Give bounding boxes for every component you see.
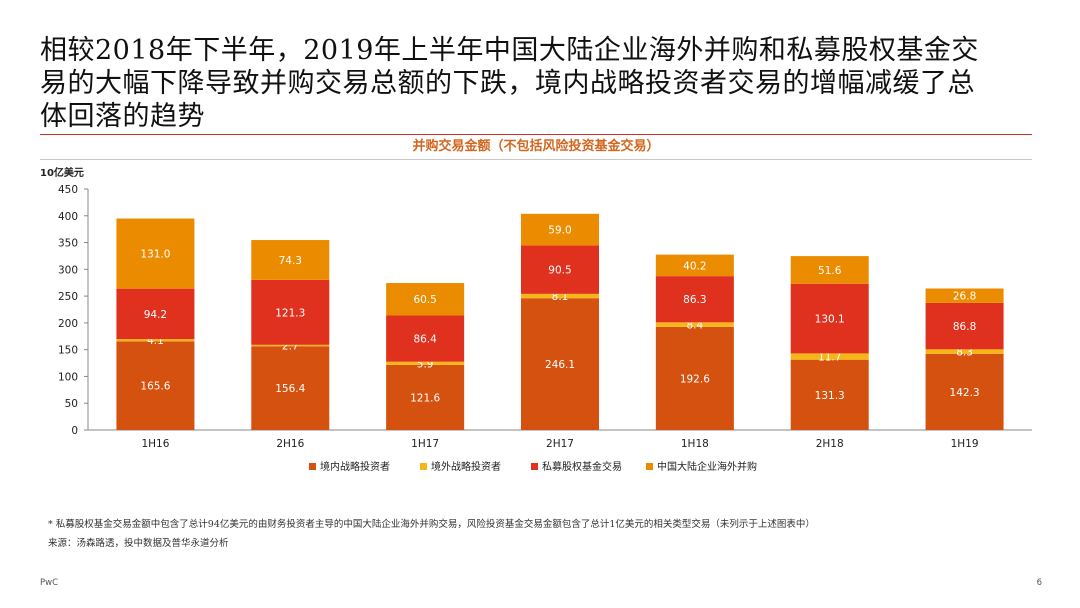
- bar-segment-1h18-series-1: [655, 326, 734, 430]
- legend-swatch: [420, 463, 427, 470]
- legend-swatch: [646, 463, 653, 470]
- data-label: 60.5: [413, 294, 436, 306]
- bar-segment-2h17-series-3: [521, 245, 599, 294]
- bar-segment-2h17-series-4: [521, 213, 599, 246]
- legend-label: 中国大陆企业海外并购: [657, 460, 757, 473]
- data-label: 8.3: [956, 347, 973, 359]
- slide-title: 相较2018年下半年，2019年上半年中国大陆企业海外并购和私募股权基金交 易的…: [40, 34, 1050, 133]
- data-label: 90.5: [548, 265, 571, 277]
- data-label: 94.2: [144, 309, 167, 321]
- bar-segment-2h16-series-1: [251, 346, 330, 430]
- x-tick-label: 2H16: [276, 438, 304, 450]
- y-tick-label: 400: [58, 211, 78, 223]
- bar-segment-2h18-series-1: [790, 359, 869, 430]
- data-label: 156.4: [275, 383, 305, 395]
- x-tick-label: 1H16: [141, 438, 169, 450]
- data-label: 131.0: [140, 249, 170, 261]
- x-tick-label: 1H17: [411, 438, 439, 450]
- data-label: 86.3: [683, 294, 706, 306]
- bar-segment-2h16-series-4: [251, 240, 330, 280]
- x-tick-label: 2H18: [816, 438, 844, 450]
- y-tick-label: 100: [58, 371, 78, 383]
- title-line-2: 易的大幅下降导致并购交易总额的下跌，境内战略投资者交易的增幅减缓了总: [40, 68, 975, 99]
- data-label: 121.3: [275, 307, 305, 319]
- title-line-1: 相较2018年下半年，2019年上半年中国大陆企业海外并购和私募股权基金交: [40, 35, 979, 66]
- y-tick-label: 200: [58, 318, 78, 330]
- y-tick-label: 300: [58, 264, 78, 276]
- data-label: 192.6: [680, 373, 710, 385]
- bar-segment-1h16-series-2: [116, 339, 195, 342]
- bar-segment-2h16-series-2: [251, 344, 330, 347]
- x-tick-label: 2H17: [546, 438, 574, 450]
- y-tick-label: 350: [58, 238, 78, 250]
- bar-segment-1h18-series-4: [655, 254, 734, 277]
- data-label: 142.3: [950, 387, 980, 399]
- bar-segment-2h18-series-3: [790, 283, 869, 354]
- chart-title-divider: [40, 159, 1032, 160]
- data-label: 165.6: [140, 381, 170, 393]
- bar-segment-1h18-series-2: [655, 322, 734, 327]
- legend-label: 境内战略投资者: [320, 460, 390, 473]
- data-label: 246.1: [545, 359, 575, 371]
- legend-swatch: [309, 463, 316, 470]
- data-label: 8.4: [687, 320, 704, 332]
- legend-swatch: [531, 463, 538, 470]
- stacked-bar-chart: 10亿美元050100150200250300350400450165.64.1…: [40, 166, 1032, 473]
- title-divider: [40, 134, 1032, 135]
- bar-segment-1h17-series-2: [386, 361, 465, 365]
- bar-segment-1h16-series-3: [116, 288, 195, 340]
- data-label: 51.6: [818, 265, 842, 277]
- data-label: 130.1: [815, 314, 845, 326]
- bar-segment-2h17-series-1: [521, 298, 599, 430]
- data-label: 40.2: [683, 260, 706, 272]
- legend-label: 私募股权基金交易: [542, 460, 622, 473]
- y-tick-label: 150: [58, 345, 78, 357]
- bar-segment-1h16-series-4: [116, 218, 195, 289]
- source-note: 来源：汤森路透，投中数据及普华永道分析: [48, 538, 229, 549]
- data-label: 131.3: [815, 390, 845, 402]
- y-tick-label: 450: [58, 184, 78, 196]
- bar-segment-2h17-series-2: [521, 293, 599, 299]
- footnote: * 私募股权基金交易金额中包含了总计94亿美元的由财务投资者主导的中国大陆企业海…: [48, 519, 815, 530]
- bar-segment-2h16-series-3: [251, 279, 330, 345]
- bar-segment-1h19-series-3: [925, 302, 1004, 350]
- bar-segment-1h19-series-1: [925, 353, 1004, 430]
- y-tick-label: 250: [58, 291, 78, 303]
- bar-segment-1h18-series-3: [655, 276, 734, 323]
- legend-label: 境外战略投资者: [431, 460, 501, 473]
- y-tick-label: 0: [71, 425, 78, 437]
- data-label: 8.1: [552, 291, 569, 303]
- x-tick-label: 1H18: [681, 438, 709, 450]
- page-number: 6: [1036, 578, 1042, 588]
- data-label: 59.0: [548, 225, 571, 237]
- bar-segment-1h17-series-1: [386, 364, 465, 430]
- y-axis-label: 10亿美元: [40, 166, 84, 179]
- y-tick-label: 50: [65, 398, 78, 410]
- bar-segment-2h18-series-2: [790, 353, 869, 360]
- bar-segment-1h17-series-4: [386, 283, 465, 316]
- brand-label: PwC: [40, 578, 59, 588]
- data-label: 74.3: [279, 255, 302, 267]
- data-label: 11.7: [818, 352, 841, 364]
- bar-segment-1h17-series-3: [386, 315, 465, 362]
- data-label: 121.6: [410, 392, 440, 404]
- data-label: 86.4: [413, 334, 437, 346]
- chart-title: 并购交易金额（不包括风险投资基金交易）: [412, 139, 660, 154]
- bar-segment-1h16-series-1: [116, 341, 195, 430]
- x-tick-label: 1H19: [951, 438, 979, 450]
- bar-segment-1h19-series-4: [925, 288, 1004, 303]
- data-label: 26.8: [953, 291, 976, 303]
- bar-segment-1h19-series-2: [925, 349, 1004, 354]
- title-line-3: 体回落的趋势: [40, 101, 205, 132]
- data-label: 86.8: [953, 321, 976, 333]
- bar-segment-2h18-series-4: [790, 256, 869, 284]
